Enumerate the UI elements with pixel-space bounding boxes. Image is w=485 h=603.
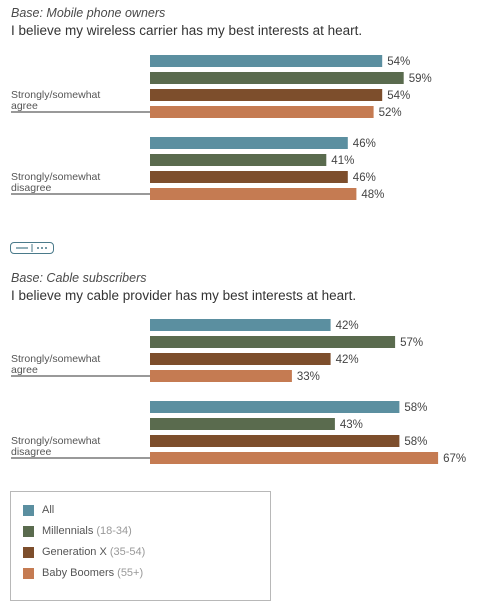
bar-millennials <box>150 418 335 430</box>
legend-sublabel: (55+) <box>117 567 144 579</box>
chart2-title: I believe my cable provider has my best … <box>11 288 357 303</box>
bar-millennials <box>150 154 327 166</box>
bar-boomers <box>150 452 439 464</box>
category-label: Strongly/somewhat agree <box>11 353 100 376</box>
legend-item-millennials: Millennials (18-34) <box>23 525 132 537</box>
category-label: Strongly/somewhat agree <box>11 89 100 112</box>
chart1-title: I believe my wireless carrier has my bes… <box>11 23 363 38</box>
data-label: 58% <box>404 436 427 448</box>
bar-genx <box>150 435 400 447</box>
bar-millennials <box>150 336 396 348</box>
legend-item-genx: Generation X (35-54) <box>23 546 145 558</box>
legend-swatch-genx <box>23 546 34 558</box>
bar-boomers <box>150 106 374 118</box>
legend-label: Millennials <box>42 525 94 537</box>
bar-boomers <box>150 370 292 382</box>
category-label: Strongly/somewhat disagree <box>11 435 100 458</box>
chart1-plot: Strongly/somewhat agree 54% 59% 54% 52% Strong… <box>11 55 432 201</box>
bar-boomers <box>150 188 357 200</box>
data-label: 43% <box>340 419 363 431</box>
data-label: 42% <box>336 354 359 366</box>
category-label: Strongly/somewhat disagree <box>11 171 100 194</box>
chart1-base-label: Base: Mobile phone owners <box>11 6 166 20</box>
legend-item-all: All <box>23 504 54 516</box>
data-label: 59% <box>409 73 432 85</box>
bar-genx <box>150 171 348 183</box>
bar-all <box>150 137 348 149</box>
data-label: 42% <box>336 320 359 332</box>
legend-label: Generation X <box>42 546 107 558</box>
data-label: 54% <box>387 90 410 102</box>
data-label: 58% <box>404 402 427 414</box>
legend-swatch-all <box>23 504 34 516</box>
data-label: 46% <box>353 138 376 150</box>
expand-toggle-icon[interactable] <box>10 242 54 254</box>
bar-all <box>150 319 331 331</box>
data-label: 48% <box>361 189 384 201</box>
data-label: 33% <box>297 371 320 383</box>
bar-genx <box>150 353 331 365</box>
legend-item-boomers: Baby Boomers (55+) <box>23 567 143 579</box>
data-label: 57% <box>400 337 423 349</box>
legend-swatch-millennials <box>23 525 34 537</box>
data-label: 67% <box>443 453 466 465</box>
legend: All Millennials (18-34) Generation X (35… <box>10 491 271 601</box>
bar-all <box>150 55 383 67</box>
data-label: 46% <box>353 172 376 184</box>
chart2-base-label: Base: Cable subscribers <box>11 271 147 285</box>
legend-label: Baby Boomers <box>42 567 115 579</box>
data-label: 54% <box>387 56 410 68</box>
legend-label: All <box>42 504 55 516</box>
data-label: 41% <box>331 155 354 167</box>
bar-all <box>150 401 400 413</box>
legend-sublabel: (35-54) <box>109 546 146 558</box>
data-label: 52% <box>379 107 402 119</box>
chart2-plot: Strongly/somewhat agree 42% 57% 42% 33% Strong… <box>11 319 466 465</box>
bar-millennials <box>150 72 404 84</box>
legend-sublabel: (18-34) <box>96 525 132 537</box>
bar-genx <box>150 89 383 101</box>
legend-swatch-boomers <box>23 567 34 579</box>
